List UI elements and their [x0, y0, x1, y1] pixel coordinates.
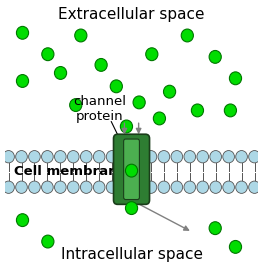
Circle shape: [224, 104, 236, 117]
Circle shape: [41, 181, 53, 193]
Circle shape: [28, 151, 40, 163]
Circle shape: [249, 151, 259, 163]
Circle shape: [28, 181, 40, 193]
Circle shape: [54, 181, 66, 193]
Circle shape: [158, 181, 170, 193]
Text: Cell membrane: Cell membrane: [15, 165, 127, 178]
Circle shape: [236, 181, 247, 193]
Circle shape: [229, 240, 242, 253]
Circle shape: [125, 202, 138, 214]
Circle shape: [16, 151, 27, 163]
Circle shape: [95, 58, 107, 71]
Circle shape: [223, 151, 234, 163]
FancyBboxPatch shape: [113, 134, 149, 204]
Circle shape: [3, 181, 15, 193]
Circle shape: [197, 181, 208, 193]
Circle shape: [70, 99, 82, 111]
Circle shape: [42, 48, 54, 61]
Circle shape: [171, 151, 183, 163]
Circle shape: [236, 151, 247, 163]
Circle shape: [125, 164, 138, 177]
Circle shape: [145, 181, 157, 193]
Circle shape: [42, 235, 54, 248]
Circle shape: [184, 181, 196, 193]
Circle shape: [146, 48, 158, 61]
Circle shape: [223, 181, 234, 193]
Text: Intracellular space: Intracellular space: [61, 247, 203, 262]
Circle shape: [210, 181, 221, 193]
Circle shape: [209, 222, 221, 235]
Circle shape: [145, 151, 157, 163]
Circle shape: [191, 104, 204, 117]
Circle shape: [120, 120, 133, 133]
FancyBboxPatch shape: [124, 139, 139, 200]
Circle shape: [80, 181, 92, 193]
Circle shape: [54, 66, 67, 79]
Circle shape: [106, 181, 118, 193]
Circle shape: [16, 26, 28, 39]
Circle shape: [158, 151, 170, 163]
Circle shape: [153, 112, 166, 125]
Circle shape: [54, 151, 66, 163]
Circle shape: [181, 29, 193, 42]
Circle shape: [67, 181, 79, 193]
Circle shape: [229, 72, 242, 85]
Circle shape: [133, 96, 145, 109]
Circle shape: [110, 80, 123, 93]
Circle shape: [3, 151, 15, 163]
Circle shape: [106, 151, 118, 163]
Circle shape: [67, 151, 79, 163]
Circle shape: [210, 151, 221, 163]
Text: Extracellular space: Extracellular space: [58, 7, 205, 22]
Circle shape: [93, 151, 105, 163]
Circle shape: [184, 151, 196, 163]
Circle shape: [249, 181, 259, 193]
Circle shape: [16, 75, 28, 87]
Circle shape: [41, 151, 53, 163]
Circle shape: [93, 181, 105, 193]
Circle shape: [171, 181, 183, 193]
Circle shape: [209, 51, 221, 63]
Circle shape: [163, 85, 176, 98]
Circle shape: [16, 214, 28, 226]
Circle shape: [197, 151, 208, 163]
Circle shape: [80, 151, 92, 163]
Text: channel
protein: channel protein: [73, 95, 126, 123]
Circle shape: [75, 29, 87, 42]
Circle shape: [16, 181, 27, 193]
